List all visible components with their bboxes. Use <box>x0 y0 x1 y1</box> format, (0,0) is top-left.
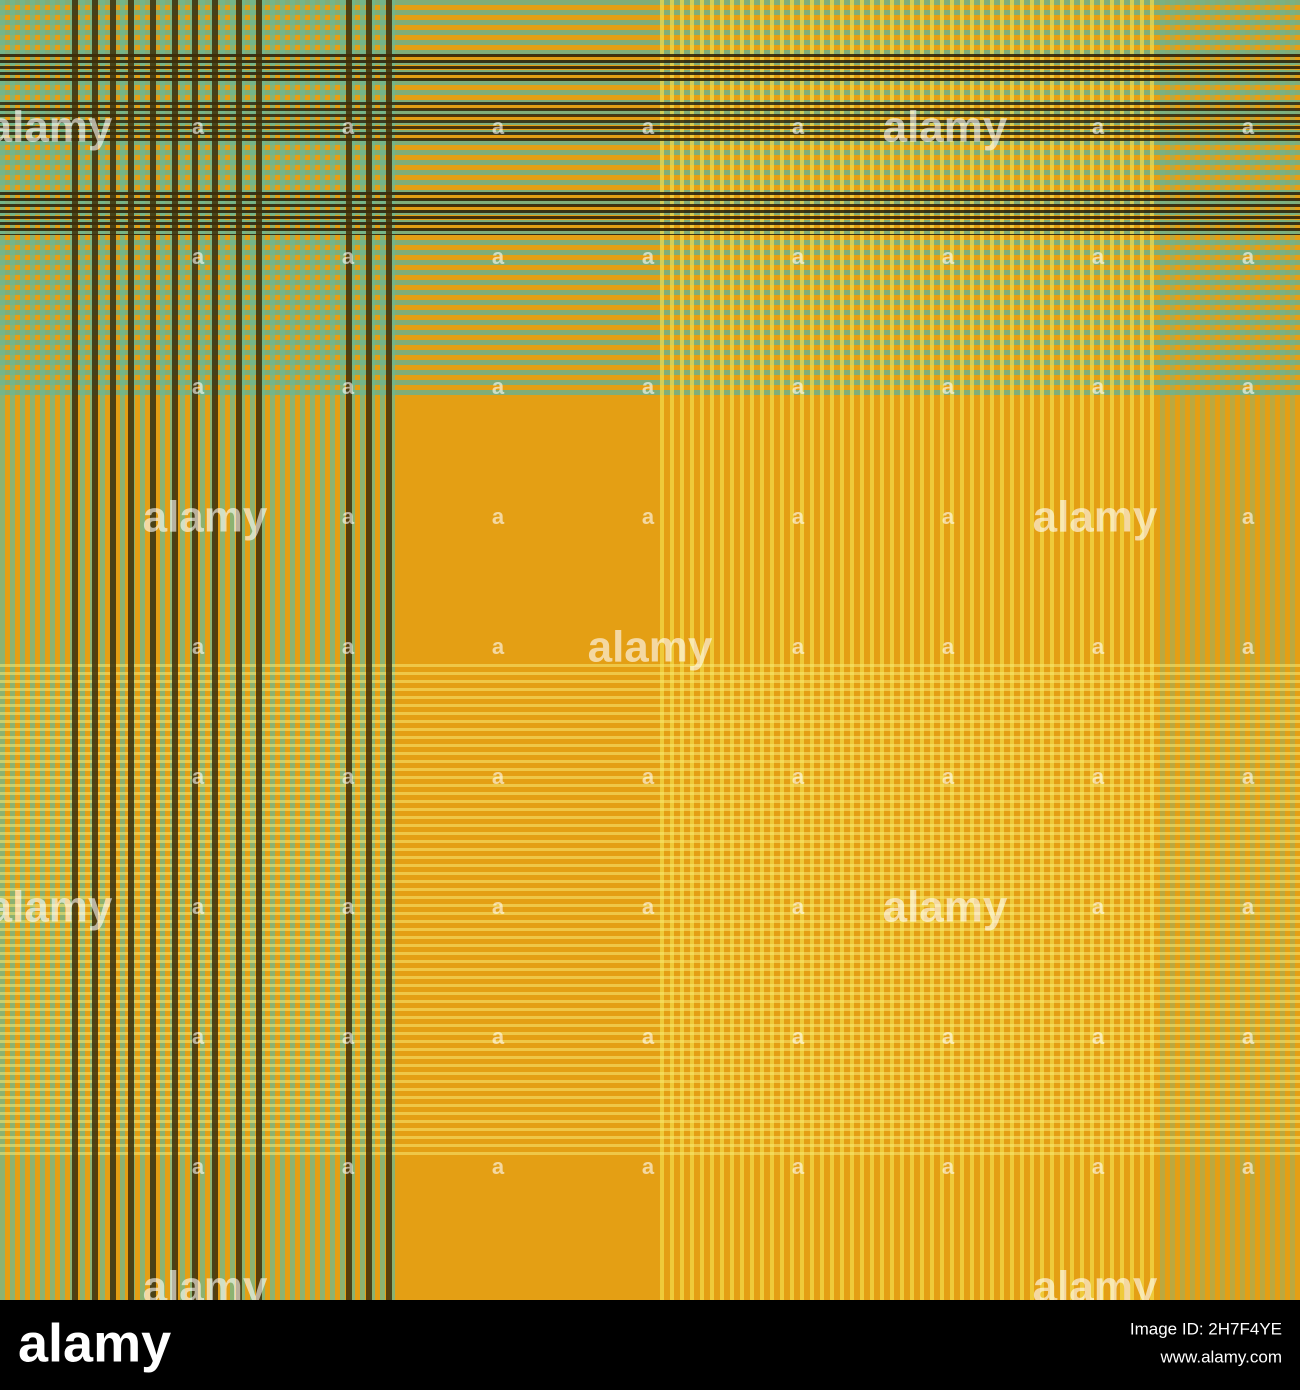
watermark-mark: a <box>1242 634 1255 659</box>
watermark-logo: alamy <box>588 623 713 672</box>
dark-stripe <box>236 0 242 1300</box>
watermark-mark: a <box>192 374 205 399</box>
plaid <box>0 0 1300 1300</box>
watermark-mark: a <box>1242 244 1255 269</box>
watermark-mark: a <box>642 894 655 919</box>
watermark-mark: a <box>942 504 955 529</box>
watermark-mark: a <box>1092 374 1105 399</box>
watermark-mark: a <box>642 1024 655 1049</box>
dark-stripe <box>386 0 392 1300</box>
watermark-logo: alamy <box>0 883 113 932</box>
dark-stripe <box>150 0 156 1300</box>
watermark-mark: a <box>792 374 805 399</box>
watermark-mark: a <box>492 764 505 789</box>
watermark-mark: a <box>642 244 655 269</box>
watermark-mark: a <box>1092 244 1105 269</box>
watermark-mark: a <box>192 244 205 269</box>
watermark-mark: a <box>492 114 505 139</box>
watermark-mark: a <box>792 114 805 139</box>
watermark-mark: a <box>942 374 955 399</box>
watermark-mark: a <box>942 1154 955 1179</box>
watermark-mark: a <box>192 1024 205 1049</box>
watermark-mark: a <box>642 114 655 139</box>
watermark-mark: a <box>1242 894 1255 919</box>
watermark-mark: a <box>492 1024 505 1049</box>
watermark-mark: a <box>1242 764 1255 789</box>
watermark-mark: a <box>342 374 355 399</box>
watermark-mark: a <box>792 504 805 529</box>
watermark-mark: a <box>342 764 355 789</box>
watermark-mark: a <box>1092 1024 1105 1049</box>
watermark-mark: a <box>492 894 505 919</box>
watermark-mark: a <box>1092 114 1105 139</box>
watermark-mark: a <box>192 894 205 919</box>
watermark-mark: a <box>642 374 655 399</box>
watermark-logo: alamy <box>883 883 1008 932</box>
watermark-mark: a <box>792 244 805 269</box>
watermark-mark: a <box>1242 1024 1255 1049</box>
watermark-mark: a <box>492 504 505 529</box>
watermark-mark: a <box>192 634 205 659</box>
image-id: Image ID: 2H7F4YE <box>1130 1319 1282 1338</box>
watermark-mark: a <box>342 634 355 659</box>
url: www.alamy.com <box>1159 1347 1282 1366</box>
watermark-mark: a <box>1092 764 1105 789</box>
watermark-mark: a <box>342 244 355 269</box>
watermark-mark: a <box>492 244 505 269</box>
watermark-mark: a <box>642 764 655 789</box>
watermark-mark: a <box>192 114 205 139</box>
dark-stripe <box>346 0 352 1300</box>
watermark-mark: a <box>792 1024 805 1049</box>
watermark-mark: a <box>942 764 955 789</box>
watermark-mark: a <box>342 504 355 529</box>
dark-stripe <box>256 0 262 1300</box>
watermark-mark: a <box>942 244 955 269</box>
watermark-logo: alamy <box>0 103 113 152</box>
watermark-mark: a <box>792 894 805 919</box>
watermark-mark: a <box>1242 504 1255 529</box>
dark-stripe <box>72 0 78 1300</box>
footer-logo: alamy <box>18 1313 171 1373</box>
watermark-mark: a <box>1092 1154 1105 1179</box>
watermark-mark: a <box>1242 1154 1255 1179</box>
watermark-logo: alamy <box>1033 493 1158 542</box>
footer-bar <box>0 1300 1300 1390</box>
watermark-mark: a <box>342 1154 355 1179</box>
dark-stripe <box>92 0 98 1300</box>
watermark-mark: a <box>942 1024 955 1049</box>
watermark-mark: a <box>492 634 505 659</box>
watermark-mark: a <box>492 374 505 399</box>
watermark-mark: a <box>792 764 805 789</box>
watermark-mark: a <box>1092 634 1105 659</box>
dark-stripe <box>172 0 178 1300</box>
watermark-mark: a <box>1242 374 1255 399</box>
watermark-mark: a <box>642 504 655 529</box>
watermark-logo: alamy <box>143 493 268 542</box>
dark-stripe <box>110 0 116 1300</box>
watermark-mark: a <box>1242 114 1255 139</box>
watermark-mark: a <box>192 1154 205 1179</box>
dark-stripe <box>128 0 134 1300</box>
dark-stripe <box>192 0 198 1300</box>
watermark-mark: a <box>192 764 205 789</box>
watermark-mark: a <box>792 1154 805 1179</box>
watermark-mark: a <box>1092 894 1105 919</box>
watermark-logo: alamy <box>883 103 1008 152</box>
watermark-mark: a <box>492 1154 505 1179</box>
watermark-mark: a <box>342 894 355 919</box>
watermark-mark: a <box>942 634 955 659</box>
watermark-mark: a <box>342 114 355 139</box>
watermark-mark: a <box>642 1154 655 1179</box>
dark-stripe <box>212 0 218 1300</box>
dark-stripe <box>366 0 372 1300</box>
watermark-mark: a <box>792 634 805 659</box>
watermark-mark: a <box>342 1024 355 1049</box>
